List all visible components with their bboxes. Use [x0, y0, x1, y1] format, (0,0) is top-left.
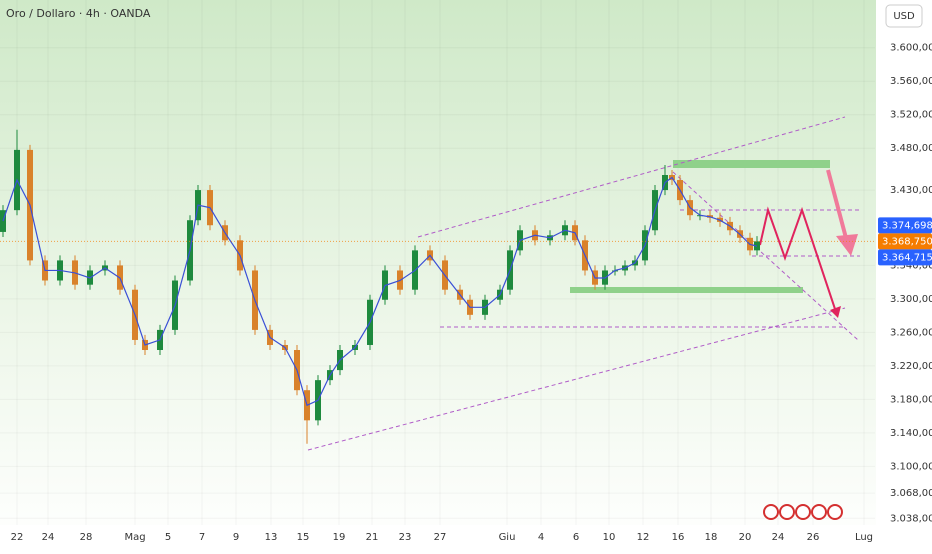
x-tick-label: 20	[739, 532, 752, 543]
x-tick-label: 21	[366, 532, 379, 543]
y-tick-label: 3.100,000	[890, 461, 932, 472]
x-tick-label: Mag	[124, 532, 145, 543]
x-tick-label: 23	[399, 532, 412, 543]
y-tick-label: 3.260,000	[890, 327, 932, 338]
arrow-head	[836, 234, 858, 256]
y-tick-label: 3.340,000	[890, 260, 932, 271]
candle-body	[0, 210, 6, 232]
y-tick-label: 3.068,000	[890, 488, 932, 499]
y-tick-label: 3.430,000	[890, 185, 932, 196]
y-tick-label: 3.300,000	[890, 294, 932, 305]
event-icon[interactable]	[795, 504, 811, 520]
moving-average	[2, 176, 758, 407]
y-tick-label: 3.038,000	[890, 513, 932, 524]
big-arrow	[826, 169, 848, 239]
x-tick-label: Lug	[855, 532, 873, 543]
price-tag-label: 3.374,698	[882, 220, 932, 231]
currency-button[interactable]	[885, 4, 923, 28]
y-tick-label: 3.560,000	[890, 76, 932, 87]
x-tick-label: 12	[637, 532, 650, 543]
x-tick-label: 28	[80, 532, 93, 543]
x-tick-label: 19	[333, 532, 346, 543]
support-zone	[570, 287, 803, 293]
time-axis	[0, 525, 932, 550]
x-tick-label: 5	[165, 532, 171, 543]
y-tick-label: 3.220,000	[890, 361, 932, 372]
x-tick-label: 13	[265, 532, 278, 543]
x-tick-label: 16	[672, 532, 685, 543]
x-tick-label: 27	[434, 532, 447, 543]
currency-label: USD	[893, 11, 915, 22]
x-tick-label: Giu	[499, 532, 516, 543]
x-tick-label: 6	[573, 532, 579, 543]
x-tick-label: 24	[772, 532, 785, 543]
event-icon[interactable]	[811, 504, 827, 520]
channel-line	[417, 116, 846, 238]
x-tick-label: 15	[297, 532, 310, 543]
price-tag-label: 3.368,750	[882, 236, 932, 247]
y-tick-label: 3.180,000	[890, 394, 932, 405]
event-icon[interactable]	[763, 504, 779, 520]
price-tag-label: 3.364,715	[882, 252, 932, 263]
x-tick-label: 18	[705, 532, 718, 543]
price-tag	[878, 249, 932, 266]
chart-title: Oro / Dollaro · 4h · OANDA	[6, 7, 151, 20]
x-tick-label: 4	[538, 532, 544, 543]
y-tick-label: 3.520,000	[890, 110, 932, 121]
channel-line	[307, 307, 846, 451]
event-icons	[763, 504, 843, 520]
x-tick-label: 22	[11, 532, 24, 543]
x-tick-label: 10	[603, 532, 616, 543]
price-tag	[878, 233, 932, 250]
price-tag	[878, 217, 932, 234]
price-axis	[876, 0, 932, 550]
x-tick-label: 9	[233, 532, 239, 543]
arrow-head	[830, 306, 841, 318]
event-icon[interactable]	[827, 504, 843, 520]
drawings	[307, 116, 860, 451]
projection-path	[759, 206, 837, 313]
event-icon[interactable]	[779, 504, 795, 520]
resistance-zone	[673, 160, 830, 168]
x-tick-label: 24	[42, 532, 55, 543]
y-tick-label: 3.600,000	[890, 43, 932, 54]
y-tick-label: 3.140,000	[890, 428, 932, 439]
x-tick-label: 7	[199, 532, 205, 543]
x-tick-label: 26	[807, 532, 820, 543]
y-tick-label: 3.480,000	[890, 143, 932, 154]
